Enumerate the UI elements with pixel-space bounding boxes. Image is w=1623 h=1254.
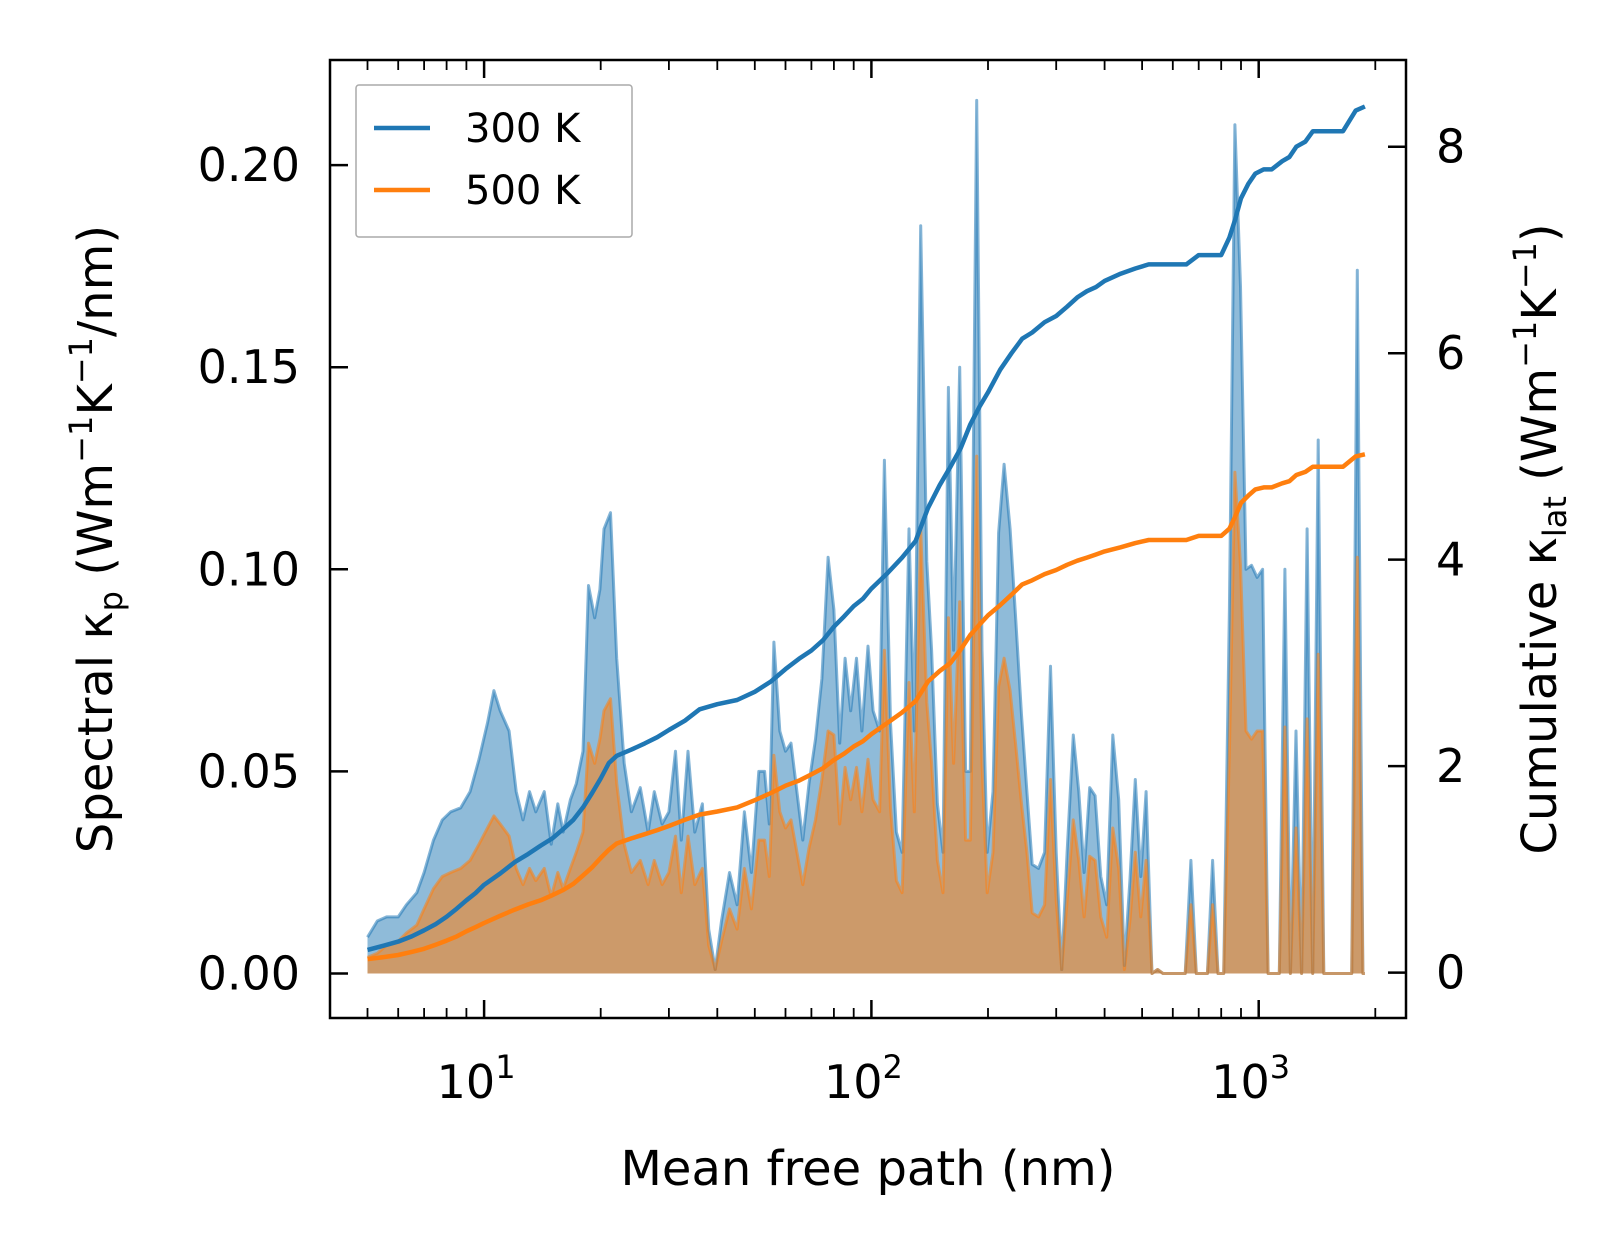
y-left-tick-label: 0.00 xyxy=(198,947,300,1001)
plot-area xyxy=(366,98,1366,975)
x-axis-label: Mean free path (nm) xyxy=(621,1141,1116,1197)
spectral-lines xyxy=(366,98,1365,975)
cumulative-lines xyxy=(366,104,1366,962)
legend-label-500k: 500 K xyxy=(465,168,582,214)
axis-ticks xyxy=(329,60,1406,1018)
y-left-tick-label: 0.20 xyxy=(198,138,300,192)
cumulative-line-300k xyxy=(366,104,1366,953)
y-right-tick-label: 2 xyxy=(1436,739,1465,793)
y-axis-label-right: Cumulative κlat (Wm−1K−1) xyxy=(1506,223,1574,854)
x-tick-label-exp: 1 xyxy=(495,1048,515,1086)
x-tick-label-base: 10 xyxy=(1211,1055,1270,1109)
y-axis-label-left: Spectral κp (Wm−1K−1/nm) xyxy=(62,225,130,853)
spectral-line-500k xyxy=(366,454,1365,975)
y-left-tick-label: 0.10 xyxy=(198,542,300,596)
x-tick-label: 102 xyxy=(824,1048,903,1109)
legend: 300 K 500 K xyxy=(355,84,633,238)
y-right-tick-label: 0 xyxy=(1436,946,1465,1000)
y-right-tick-label: 8 xyxy=(1436,120,1465,174)
y-left-tick-label: 0.15 xyxy=(198,340,300,394)
y-right-tick-label: 6 xyxy=(1436,326,1465,380)
x-tick-label: 101 xyxy=(437,1048,516,1109)
x-tick-label-exp: 3 xyxy=(1270,1048,1290,1086)
plot-frame xyxy=(328,58,1408,1020)
legend-box xyxy=(355,84,633,238)
cumulative-line-500k xyxy=(367,452,1366,962)
y-right-tick-label: 4 xyxy=(1436,533,1465,587)
x-tick-label-exp: 2 xyxy=(882,1048,902,1086)
x-tick-label-base: 10 xyxy=(824,1055,883,1109)
y-left-tick-label: 0.05 xyxy=(198,744,300,798)
x-tick-label: 103 xyxy=(1211,1048,1290,1109)
legend-label-300k: 300 K xyxy=(465,106,582,152)
x-tick-label-base: 10 xyxy=(437,1055,496,1109)
